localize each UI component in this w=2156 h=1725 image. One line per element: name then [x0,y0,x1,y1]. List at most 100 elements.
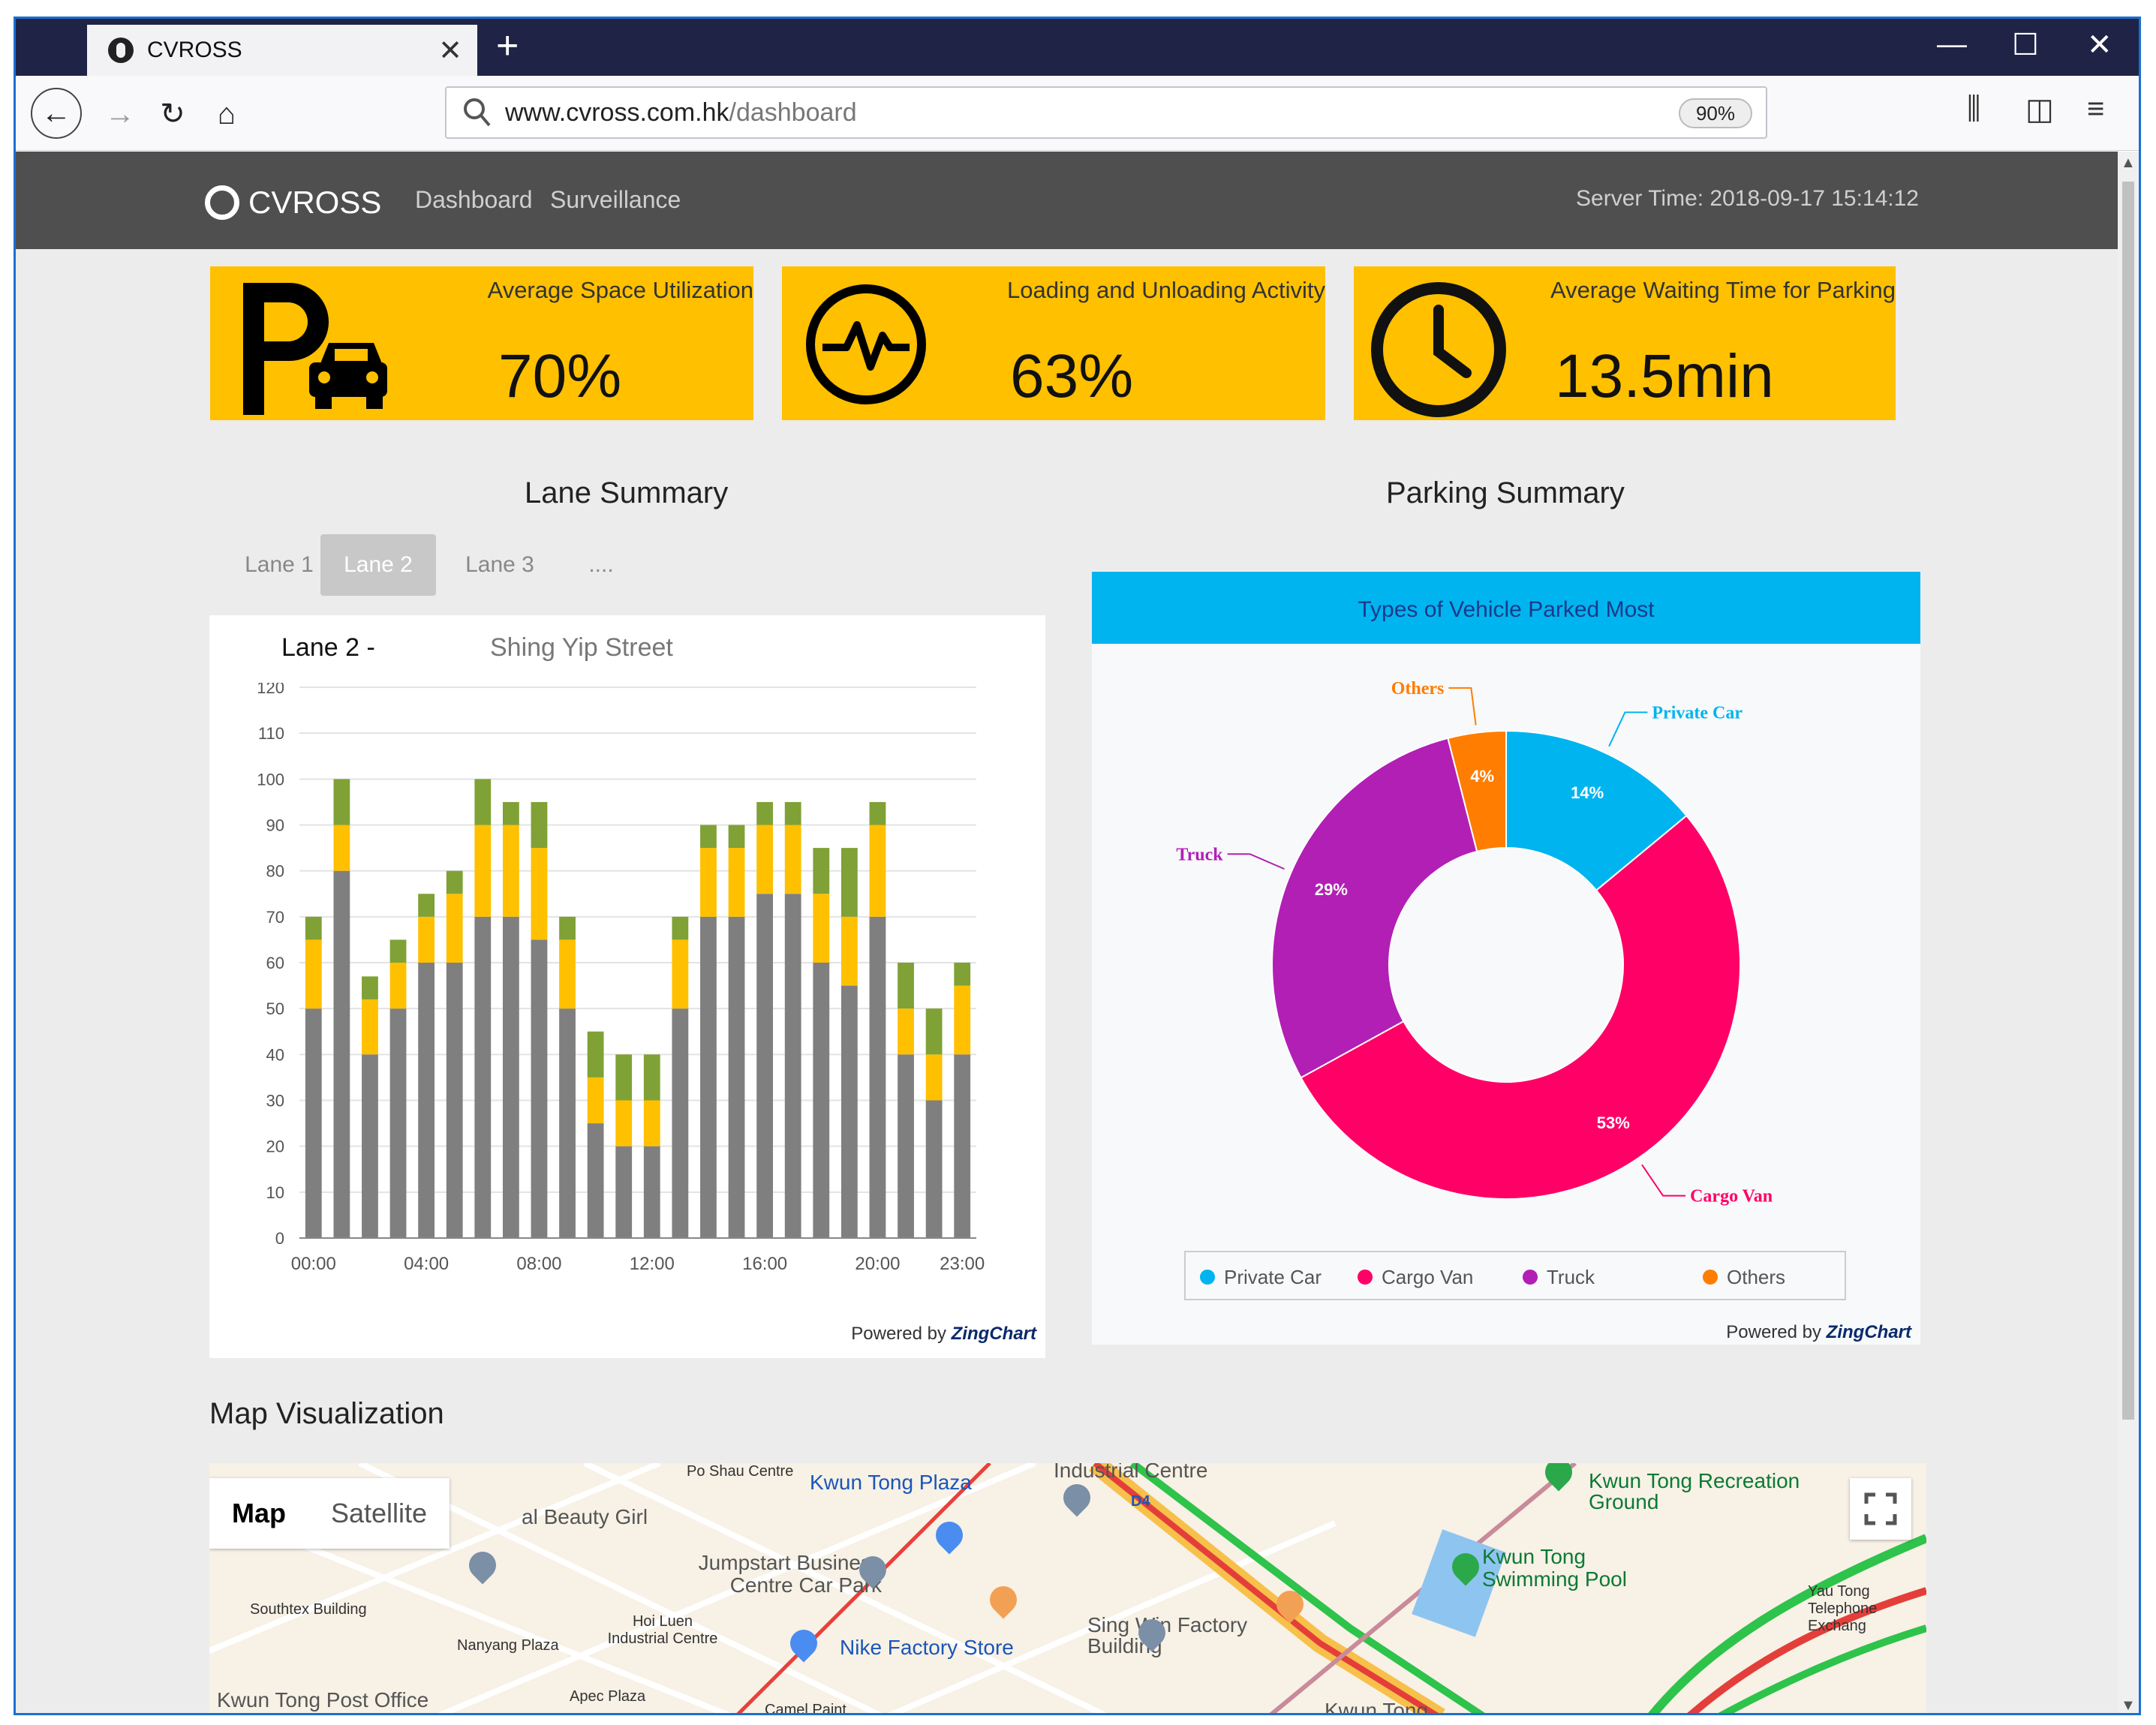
bar-segment[interactable] [672,916,689,940]
bar-segment[interactable] [531,939,548,1238]
bar-segment[interactable] [700,825,717,849]
bar-segment[interactable] [418,916,435,963]
sidebar-icon[interactable]: ◫ [2025,93,2054,126]
close-window-icon[interactable]: ✕ [2087,29,2112,62]
bar-segment[interactable] [559,1008,576,1238]
tab-lane-2[interactable]: Lane 2 [320,534,436,596]
bar-segment[interactable] [559,939,576,1009]
bar-segment[interactable] [362,976,378,999]
tab-lane-3[interactable]: Lane 3 [465,552,534,577]
donut-slice[interactable] [1300,814,1741,1200]
donut-slice[interactable] [1447,729,1507,853]
bar-segment[interactable] [559,916,576,940]
map-button[interactable]: Map [232,1498,286,1528]
legend-marker[interactable] [1358,1270,1373,1285]
satellite-button[interactable]: Satellite [331,1498,428,1528]
bar-segment[interactable] [389,1008,407,1238]
bar-segment[interactable] [756,894,774,1238]
tab-more[interactable]: .... [588,552,614,577]
bar-segment[interactable] [813,848,830,894]
parking-chart-powered-by[interactable]: Powered by ZingChart [1726,1322,1911,1342]
bar-segment[interactable] [869,801,886,825]
bar-segment[interactable] [389,963,407,1009]
back-icon[interactable]: ← [31,88,82,139]
bar-segment[interactable] [784,825,801,894]
bar-segment[interactable] [446,963,463,1238]
nav-dashboard[interactable]: Dashboard [415,186,533,213]
bar-segment[interactable] [333,870,350,1238]
reload-icon[interactable]: ↻ [160,98,185,131]
donut-slice[interactable] [1505,729,1688,891]
site-logo[interactable]: CVROSS [205,185,381,221]
bar-segment[interactable] [898,1054,914,1238]
bar-segment[interactable] [700,916,717,1238]
nav-surveillance[interactable]: Surveillance [550,186,681,213]
bar-segment[interactable] [587,1031,604,1077]
legend-marker[interactable] [1200,1270,1215,1285]
bar-segment[interactable] [728,848,745,917]
bar-segment[interactable] [925,1054,943,1101]
bar-segment[interactable] [446,870,463,894]
bar-segment[interactable] [305,916,322,940]
bar-segment[interactable] [672,939,689,1009]
legend-label[interactable]: Truck [1547,1266,1595,1288]
close-tab-icon[interactable]: ✕ [438,35,462,67]
bar-segment[interactable] [531,801,548,849]
legend-label[interactable]: Private Car [1224,1266,1322,1288]
map-view[interactable]: Map Satellite Po Shau Centre Kwun Tong P… [209,1463,1926,1713]
bar-segment[interactable] [474,825,492,917]
legend-label[interactable]: Cargo Van [1382,1266,1473,1288]
fullscreen-icon[interactable] [1850,1478,1911,1540]
bar-segment[interactable] [502,825,519,917]
bar-segment[interactable] [756,825,774,894]
bar-segment[interactable] [869,825,886,917]
bar-segment[interactable] [643,1054,660,1101]
bar-segment[interactable] [813,894,830,963]
bar-segment[interactable] [643,1146,660,1238]
bar-segment[interactable] [840,848,858,917]
bar-segment[interactable] [615,1146,633,1238]
legend-marker[interactable] [1523,1270,1538,1285]
bar-segment[interactable] [954,985,971,1055]
legend-label[interactable]: Others [1727,1266,1785,1288]
lane-chart-powered-by[interactable]: Powered by ZingChart [851,1324,1036,1344]
home-icon[interactable]: ⌂ [217,98,236,131]
bar-segment[interactable] [418,894,435,917]
bar-segment[interactable] [362,1054,378,1238]
bar-segment[interactable] [587,1123,604,1238]
browser-tab[interactable]: CVROSS ✕ [87,25,477,76]
bar-segment[interactable] [362,999,378,1055]
bar-segment[interactable] [728,916,745,1238]
bar-segment[interactable] [756,801,774,825]
bar-segment[interactable] [531,848,548,940]
bar-segment[interactable] [446,894,463,963]
bar-segment[interactable] [333,779,350,825]
library-icon[interactable]: ⫼ [1967,92,1981,125]
bar-segment[interactable] [925,1100,943,1239]
scroll-down-icon[interactable]: ▼ [2121,1697,2136,1714]
url-bar[interactable]: www.cvross.com.hk/dashboard 90% [445,86,1767,139]
bar-segment[interactable] [898,1008,914,1055]
bar-segment[interactable] [502,801,519,825]
new-tab-icon[interactable]: + [496,24,519,68]
bar-segment[interactable] [643,1100,660,1146]
bar-segment[interactable] [700,848,717,917]
scroll-up-icon[interactable]: ▲ [2121,155,2136,171]
menu-icon[interactable]: ≡ [2087,92,2105,125]
donut-slice[interactable] [1271,737,1478,1079]
forward-icon[interactable]: → [105,98,135,131]
bar-segment[interactable] [305,939,322,1009]
bar-segment[interactable] [389,939,407,963]
bar-segment[interactable] [305,1008,322,1238]
bar-segment[interactable] [840,985,858,1238]
bar-segment[interactable] [502,916,519,1238]
maximize-icon[interactable]: ☐ [2012,29,2039,62]
bar-segment[interactable] [333,825,350,871]
tab-lane-1[interactable]: Lane 1 [245,552,314,577]
bar-segment[interactable] [869,916,886,1238]
bar-segment[interactable] [728,825,745,849]
minimize-icon[interactable]: — [1937,28,1967,61]
zoom-level-badge[interactable]: 90% [1679,98,1752,128]
bar-segment[interactable] [954,1054,971,1238]
bar-segment[interactable] [615,1100,633,1146]
